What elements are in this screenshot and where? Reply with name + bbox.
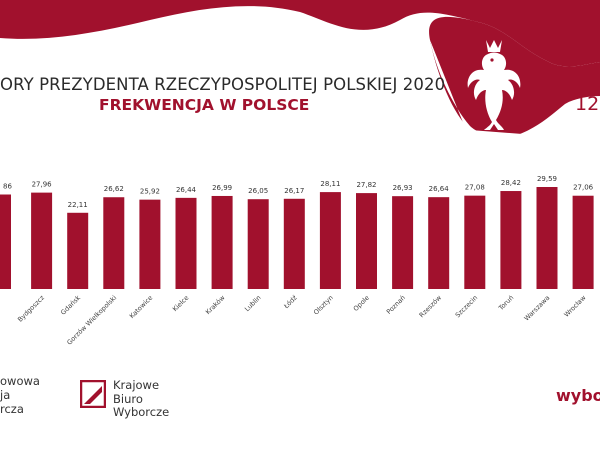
category-label: Łódź: [282, 293, 300, 311]
value-label: 26,99: [212, 184, 232, 192]
chart-title: ORY PREZYDENTA RZECZYPOSPOLITEJ POLSKIEJ…: [0, 75, 446, 94]
category-label: Rzeszów: [418, 293, 444, 319]
bar: [464, 195, 486, 289]
value-label: 29,59: [537, 175, 557, 183]
value-label: 27,96: [32, 181, 53, 189]
category-label: Kraków: [204, 293, 227, 316]
bar: [392, 196, 414, 289]
left-logo-line-2: ja: [0, 388, 11, 402]
category-label: Opole: [352, 294, 371, 313]
category-label: Poznań: [385, 294, 407, 316]
category-label: Gdańsk: [59, 294, 82, 317]
value-label: 28,42: [501, 179, 521, 187]
category-label: Warszawa: [523, 294, 552, 323]
left-logo-line-1: owowa: [0, 374, 40, 388]
value-label: 27,82: [356, 181, 376, 189]
category-label: Lublin: [243, 294, 262, 313]
kbw-logo-line-2: Biuro: [113, 391, 143, 406]
left-logo-text: owowa ja rcza: [0, 374, 40, 416]
category-label: Olsztyn: [312, 294, 335, 317]
value-label: 28,11: [320, 180, 340, 188]
kbw-logo-line-3: Wyborcze: [113, 405, 170, 419]
brand-logo: wybor: [556, 386, 600, 405]
bar: [103, 197, 125, 289]
bar: [175, 197, 197, 289]
category-label: Toruń: [496, 294, 515, 313]
value-label: 86: [3, 183, 12, 191]
value-label: 22,11: [68, 201, 88, 209]
value-label: 26,62: [104, 185, 124, 193]
value-label: 26,05: [248, 187, 268, 195]
category-label: Szczecin: [454, 294, 479, 319]
bar: [283, 198, 305, 289]
kbw-logo-line-1: Krajowe: [113, 378, 160, 392]
value-label: 26,93: [393, 184, 413, 192]
bar: [356, 193, 377, 289]
category-label: Katowice: [128, 294, 154, 320]
bar: [319, 192, 341, 289]
value-label: 26,44: [176, 186, 197, 194]
category-label: Kielce: [171, 294, 190, 313]
kbw-logo-text: Krajowe Biuro Wyborcze: [113, 378, 170, 420]
value-label: 27,08: [465, 184, 485, 192]
left-logo-line-3: rcza: [0, 402, 24, 416]
category-label: Wrocław: [563, 293, 588, 318]
value-label: 27,06: [573, 184, 594, 192]
bar: [0, 194, 11, 289]
value-label: 25,92: [140, 188, 160, 196]
kbw-logo-icon: [80, 380, 106, 408]
time-label: 12: [575, 93, 600, 115]
value-label: 26,64: [429, 185, 450, 193]
bar: [500, 191, 522, 289]
bar: [211, 195, 233, 289]
bar: [428, 197, 450, 289]
white-eagle-icon: [467, 40, 521, 130]
bar: [67, 212, 89, 289]
bar: [536, 187, 558, 289]
bar: [139, 199, 161, 289]
chart-subtitle: FREKWENCJA W POLSCE: [99, 96, 310, 114]
bar: [572, 195, 594, 289]
value-label: 26,17: [284, 187, 304, 195]
bar: [247, 199, 269, 289]
category-label: Bydgoszcz: [16, 293, 46, 323]
bar: [31, 192, 53, 289]
